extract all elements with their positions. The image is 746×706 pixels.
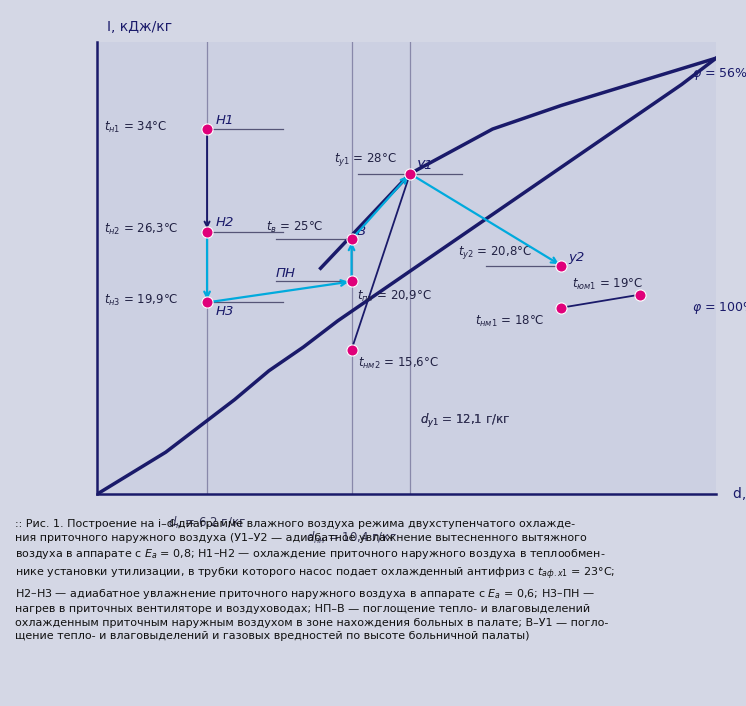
Text: $d_{у1}$ = 12,1 г/кг: $d_{у1}$ = 12,1 г/кг [420, 412, 510, 430]
Text: H2: H2 [216, 217, 234, 229]
Text: $t_{н1}$ = 34°C: $t_{н1}$ = 34°C [104, 120, 167, 135]
Text: $t_{у2}$ = 20,8°C: $t_{у2}$ = 20,8°C [458, 244, 532, 261]
Text: $\varphi$ = 100%: $\varphi$ = 100% [692, 299, 746, 316]
Text: $t_{нм1}$ = 18°C: $t_{нм1}$ = 18°C [475, 314, 545, 329]
Text: H1: H1 [216, 114, 234, 127]
Text: В: В [357, 225, 366, 238]
Text: $d_{у1}$ = 12,1 г/кг: $d_{у1}$ = 12,1 г/кг [420, 412, 510, 430]
Text: $\varphi$ = 56%: $\varphi$ = 56% [692, 66, 746, 82]
Text: $t_{пн}$ = 20,9°C: $t_{пн}$ = 20,9°C [357, 289, 431, 304]
Text: d, г/кг: d, г/кг [733, 487, 746, 501]
Text: $t_{в}$ = 25°C: $t_{в}$ = 25°C [266, 220, 323, 235]
Text: У1: У1 [417, 159, 433, 172]
Text: $t_{н2}$ = 26,3°C: $t_{н2}$ = 26,3°C [104, 222, 178, 237]
Text: I, кДж/кг: I, кДж/кг [107, 20, 172, 35]
Text: $t_{юм1}$ = 19°C: $t_{юм1}$ = 19°C [571, 277, 643, 292]
Text: H3: H3 [216, 305, 234, 318]
Text: $t_{нм2}$ = 15,6°C: $t_{нм2}$ = 15,6°C [358, 356, 439, 371]
Text: у2: у2 [568, 251, 585, 264]
Text: $t_{н3}$ = 19,9°C: $t_{н3}$ = 19,9°C [104, 293, 178, 309]
Text: ПН: ПН [276, 267, 296, 280]
Text: $d_{пн}$ = 10,4 г/кг: $d_{пн}$ = 10,4 г/кг [306, 530, 397, 546]
Text: $d_н$ = 6,2 г/кг: $d_н$ = 6,2 г/кг [168, 515, 246, 532]
Text: $t_{у1}$ = 28°C: $t_{у1}$ = 28°C [334, 152, 397, 169]
Text: :: Рис. 1. Построение на i–d-диаграмме влажного воздуха режима двухступенчатого : :: Рис. 1. Построение на i–d-диаграмме в… [15, 519, 615, 642]
